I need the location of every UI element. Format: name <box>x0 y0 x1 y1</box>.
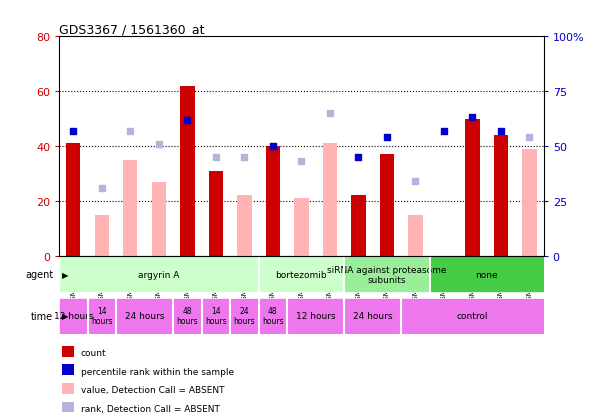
Bar <box>287 298 344 334</box>
Bar <box>237 196 252 256</box>
Bar <box>59 257 259 292</box>
Bar <box>124 160 138 256</box>
Text: 14
hours: 14 hours <box>91 306 113 325</box>
Point <box>240 154 249 161</box>
Bar <box>202 298 230 334</box>
Text: none: none <box>475 270 498 279</box>
Bar <box>180 86 194 256</box>
Bar <box>61 365 74 375</box>
Bar <box>66 144 80 256</box>
Text: value, Detection Call = ABSENT: value, Detection Call = ABSENT <box>81 385 225 394</box>
Bar <box>294 199 309 256</box>
Point <box>268 143 278 150</box>
Bar <box>494 135 508 256</box>
Bar <box>152 182 166 256</box>
Bar <box>230 298 259 334</box>
Bar <box>351 196 366 256</box>
Bar <box>430 257 544 292</box>
Bar <box>380 155 394 256</box>
Bar <box>61 383 74 394</box>
Bar <box>408 215 423 256</box>
Text: ▶: ▶ <box>62 311 69 320</box>
Text: count: count <box>81 348 106 357</box>
Text: argyrin A: argyrin A <box>138 270 180 279</box>
Bar <box>259 257 344 292</box>
Point <box>97 185 106 192</box>
Bar <box>266 147 280 256</box>
Text: control: control <box>457 311 488 320</box>
Text: 24 hours: 24 hours <box>353 311 392 320</box>
Text: 48
hours: 48 hours <box>177 306 198 325</box>
Text: 12 hours: 12 hours <box>296 311 336 320</box>
Point <box>525 135 534 141</box>
Text: GDS3367 / 1561360_at: GDS3367 / 1561360_at <box>59 23 204 36</box>
Point <box>211 154 220 161</box>
Bar <box>344 257 430 292</box>
Bar <box>465 119 479 256</box>
Point <box>496 128 506 135</box>
Point <box>69 128 78 135</box>
Text: siRNA against proteasome
subunits: siRNA against proteasome subunits <box>327 265 447 284</box>
Bar <box>61 401 74 412</box>
Point <box>411 178 420 185</box>
Text: bortezomib: bortezomib <box>275 270 327 279</box>
Bar <box>116 298 173 334</box>
Text: agent: agent <box>25 270 53 280</box>
Bar <box>87 298 116 334</box>
Bar <box>323 144 337 256</box>
Point <box>154 141 164 148</box>
Point <box>325 110 335 117</box>
Point <box>183 117 192 123</box>
Point <box>297 159 306 165</box>
Bar <box>344 298 401 334</box>
Text: percentile rank within the sample: percentile rank within the sample <box>81 367 234 376</box>
Text: 48
hours: 48 hours <box>262 306 284 325</box>
Text: 14
hours: 14 hours <box>205 306 227 325</box>
Bar <box>59 298 87 334</box>
Bar <box>61 346 74 357</box>
Text: 12 hours: 12 hours <box>54 311 93 320</box>
Bar <box>401 298 544 334</box>
Bar <box>173 298 202 334</box>
Text: time: time <box>31 311 53 321</box>
Bar <box>259 298 287 334</box>
Bar <box>95 215 109 256</box>
Point <box>353 154 363 161</box>
Point <box>382 135 392 141</box>
Point <box>126 128 135 135</box>
Text: ▶: ▶ <box>62 270 69 279</box>
Text: 24
hours: 24 hours <box>233 306 255 325</box>
Text: rank, Detection Call = ABSENT: rank, Detection Call = ABSENT <box>81 404 220 413</box>
Point <box>467 115 477 121</box>
Bar <box>209 171 223 256</box>
Text: 24 hours: 24 hours <box>125 311 164 320</box>
Point <box>439 128 449 135</box>
Bar <box>522 150 537 256</box>
